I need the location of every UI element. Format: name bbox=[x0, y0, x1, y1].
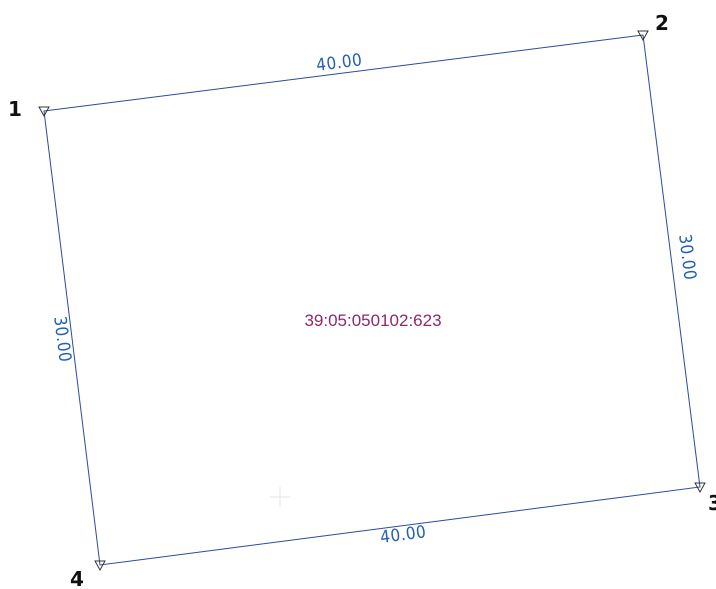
vertex-markers bbox=[38, 30, 706, 572]
parcel-boundary bbox=[43, 34, 701, 566]
vertex-label-4: 4 bbox=[70, 567, 84, 589]
vertex-marker-4 bbox=[94, 560, 106, 572]
side-length-left: 30.00 bbox=[49, 315, 75, 363]
vertex-label-1: 1 bbox=[8, 97, 22, 121]
side-length-top: 40.00 bbox=[315, 50, 363, 76]
vertex-marker-1 bbox=[38, 106, 50, 118]
side-length-right: 30.00 bbox=[674, 233, 700, 281]
vertex-label-3: 3 bbox=[708, 491, 716, 515]
crosshair-mark bbox=[270, 487, 290, 507]
vertex-label-2: 2 bbox=[655, 11, 669, 35]
vertex-marker-3 bbox=[694, 482, 706, 494]
vertex-marker-2 bbox=[637, 30, 649, 42]
parcel-number: 39:05:050102:623 bbox=[304, 311, 441, 330]
side-length-bottom: 40.00 bbox=[379, 522, 427, 548]
